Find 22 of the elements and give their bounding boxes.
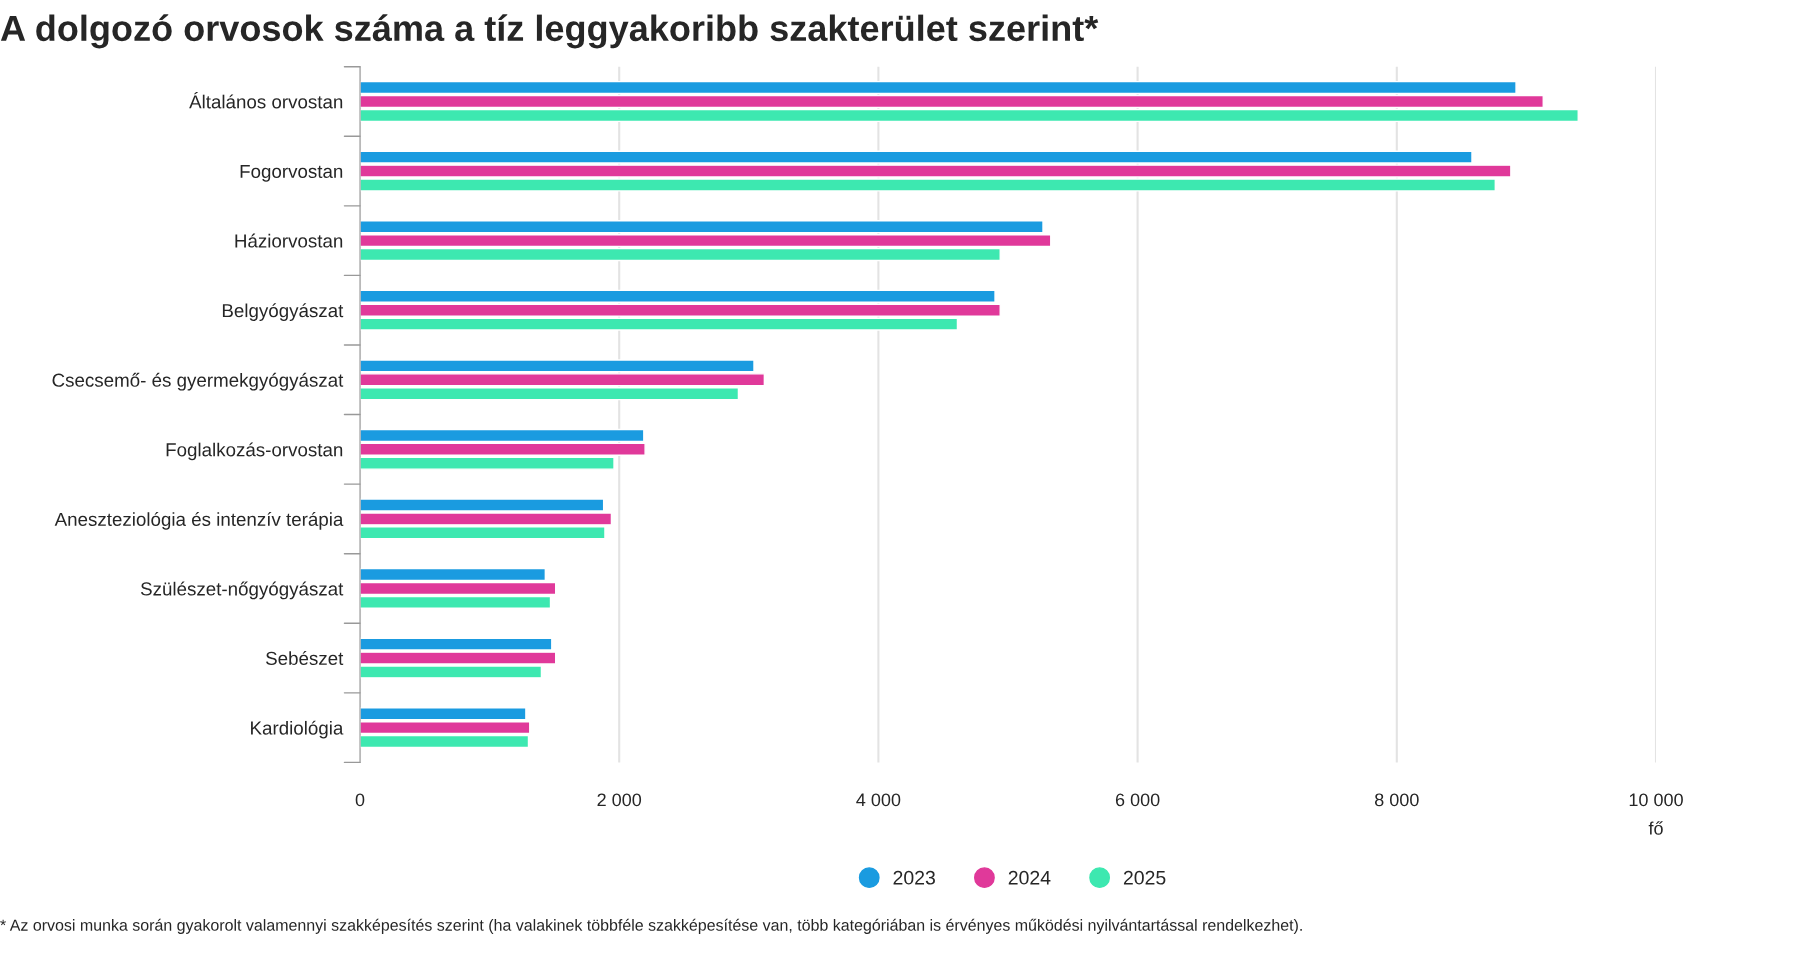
x-tick-label: 4 000: [856, 793, 901, 807]
y-tick-label: Belgyógyászat: [222, 303, 344, 321]
x-axis-title: fő: [1648, 821, 1663, 835]
y-tick-label: Fogorvostan: [240, 164, 343, 182]
y-tick-label: Háziorvostan: [235, 233, 343, 248]
y-tick-label: Foglalkozás-orvostan: [166, 442, 343, 461]
y-tick-label: Sebészet: [266, 651, 344, 666]
x-tick-label: 0: [355, 793, 365, 807]
legend-label: 2025: [1123, 870, 1166, 885]
x-tick-label: 8 000: [1375, 793, 1419, 807]
legend-label: 2023: [893, 870, 935, 885]
y-tick-label: Kardiológia: [251, 720, 344, 739]
y-tick-label: Szülészet-nőgyógyászat: [140, 581, 344, 600]
x-tick-label: 6 000: [1115, 793, 1160, 807]
x-tick-label: 10 000: [1629, 793, 1683, 807]
legend-label: 2024: [1008, 870, 1051, 885]
text: * Az orvosi munka során gyakorolt valamennyi szakképesítés szerint (ha valakinek többféle szakképesítése van, több kategóriában is érvényes működési nyilvántartással rendelkezhet).: [0, 918, 1302, 934]
chart-title: A dolgozó orvosok száma a tíz leggyakoribb szakterület szerint*: [0, 14, 1099, 49]
x-tick-label: 2 000: [597, 793, 642, 807]
y-tick-label: Aneszteziológia és intenzív terápia: [54, 512, 344, 530]
y-tick-label: Csecsemő- és gyermekgyógyászat: [52, 372, 344, 391]
y-tick-label: Általános orvostan: [189, 92, 343, 109]
